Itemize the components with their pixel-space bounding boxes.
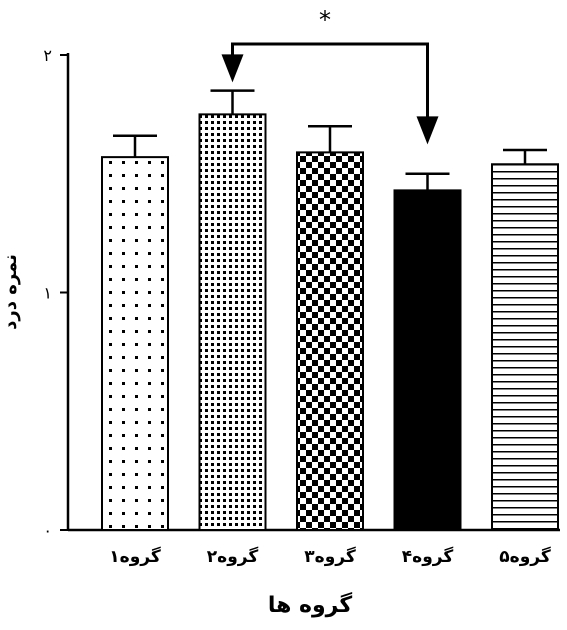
x-tick-label: گروه۴ xyxy=(402,546,454,567)
significance-arrow-right xyxy=(416,116,439,145)
bar-1 xyxy=(101,156,169,531)
bar-4 xyxy=(393,189,462,531)
annotations: * xyxy=(221,6,439,145)
bars: گروه۱ گروه۲ گروه۳ گروه۴ گروه۵ xyxy=(101,89,559,567)
bar-3 xyxy=(296,151,364,531)
x-axis-title: گروه ها xyxy=(268,591,353,618)
significance-label: * xyxy=(319,6,331,34)
y-axis-title: نمره درد xyxy=(0,254,21,330)
bar-5 xyxy=(491,163,559,531)
x-tick-label: گروه۱ xyxy=(109,546,161,567)
y-tick-label: ۲ xyxy=(43,46,52,65)
y-tick-label: ۰ xyxy=(43,521,52,540)
x-tick-label: گروه۲ xyxy=(207,546,259,567)
significance-arrow-left xyxy=(221,54,244,83)
x-tick-label: گروه۳ xyxy=(304,546,356,567)
y-tick-label: ۱ xyxy=(43,284,52,303)
bar-2 xyxy=(198,113,267,531)
x-tick-label: گروه۵ xyxy=(499,546,551,567)
